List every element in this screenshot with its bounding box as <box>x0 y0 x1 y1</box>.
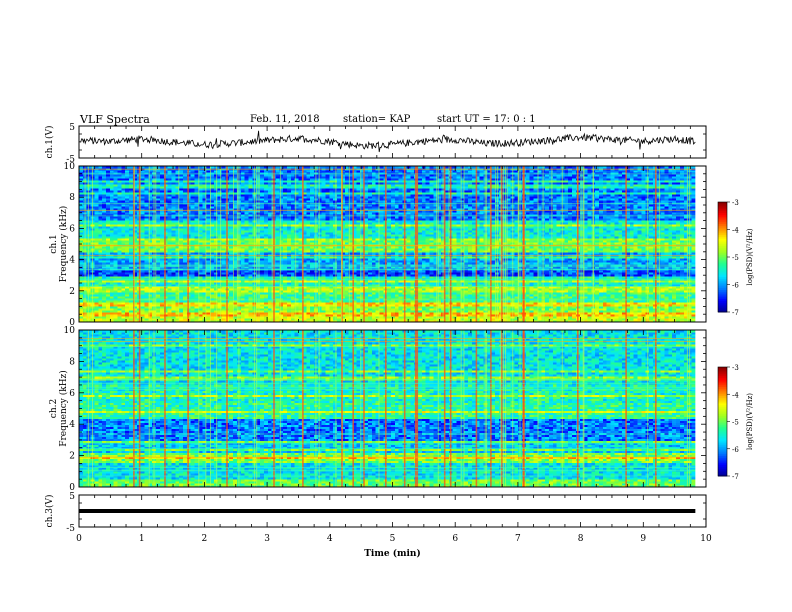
ch1-waveform-line <box>79 131 695 152</box>
y-axis-label: ch.1(V) <box>44 126 55 159</box>
vlf-spectra-figure: 5-5ch.1(V)0246810ch.1Frequency (kHz)0246… <box>0 0 792 612</box>
y-tick-label: 5 <box>69 123 75 133</box>
panel-1: 5-5ch.1(V) <box>44 123 706 165</box>
spectrogram-cells <box>79 166 696 322</box>
y-axis: 5-5ch.1(V) <box>44 123 706 165</box>
